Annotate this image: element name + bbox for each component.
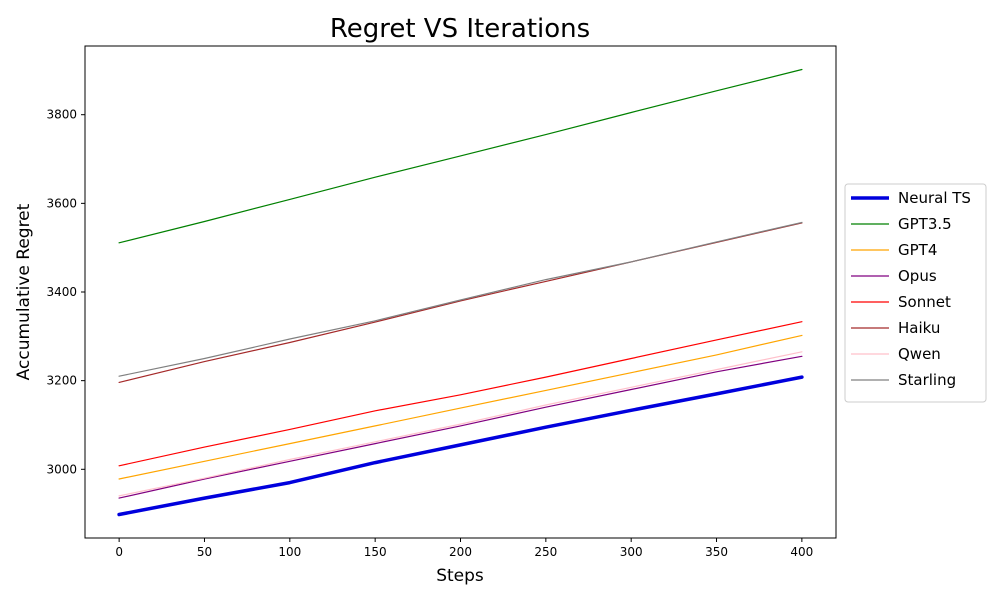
series-line-neural-ts — [117, 375, 804, 517]
legend: Neural TS GPT3.5 GPT4 Opus Sonnet Haiku Qwen St… — [844, 183, 987, 403]
x-axis-label: Steps — [436, 566, 484, 586]
series-line-qwen — [118, 351, 803, 497]
series-line-gpt4 — [118, 334, 803, 480]
y-tick-label: 3400 — [46, 285, 77, 299]
x-tick-label: 0 — [115, 545, 123, 559]
x-tick-label: 300 — [620, 545, 643, 559]
plot-area — [84, 45, 837, 539]
legend-item: GPT3.5 — [851, 215, 952, 233]
chart-title: Regret VS Iterations — [330, 14, 590, 44]
series-line-opus — [118, 355, 803, 499]
x-axis-ticks: 0 50 100 150 200 250 300 350 400 — [115, 538, 813, 559]
legend-label: Opus — [898, 267, 937, 285]
x-tick-label: 400 — [790, 545, 813, 559]
legend-box — [844, 183, 987, 403]
legend-label: GPT4 — [898, 241, 937, 259]
y-tick-label: 3000 — [46, 462, 77, 476]
legend-item: Qwen — [851, 345, 941, 363]
y-axis-ticks: 3000 3200 3400 3600 3800 — [46, 108, 85, 476]
series-line-sonnet — [118, 321, 803, 467]
legend-label: Neural TS — [898, 189, 971, 207]
legend-item: GPT4 — [851, 241, 937, 259]
y-tick-label: 3600 — [46, 196, 77, 210]
legend-item: Sonnet — [851, 293, 951, 311]
legend-label: Qwen — [898, 345, 941, 363]
series-line-starling — [118, 221, 803, 377]
y-axis-label: Accumulative Regret — [14, 203, 34, 380]
legend-item: Starling — [851, 371, 956, 389]
y-tick-label: 3800 — [46, 108, 77, 122]
legend-label: Sonnet — [898, 293, 951, 311]
x-tick-label: 50 — [197, 545, 212, 559]
legend-label: GPT3.5 — [898, 215, 952, 233]
legend-label: Starling — [898, 371, 956, 389]
legend-label: Haiku — [898, 319, 940, 337]
y-tick-label: 3200 — [46, 374, 77, 388]
x-tick-label: 200 — [449, 545, 472, 559]
x-tick-label: 250 — [534, 545, 557, 559]
legend-item: Haiku — [851, 319, 940, 337]
legend-item: Neural TS — [851, 189, 971, 207]
x-tick-label: 150 — [364, 545, 387, 559]
series-line-gpt3-5 — [118, 68, 803, 244]
legend-item: Opus — [851, 267, 937, 285]
series-layer — [117, 68, 804, 517]
x-tick-label: 350 — [705, 545, 728, 559]
x-tick-label: 100 — [278, 545, 301, 559]
